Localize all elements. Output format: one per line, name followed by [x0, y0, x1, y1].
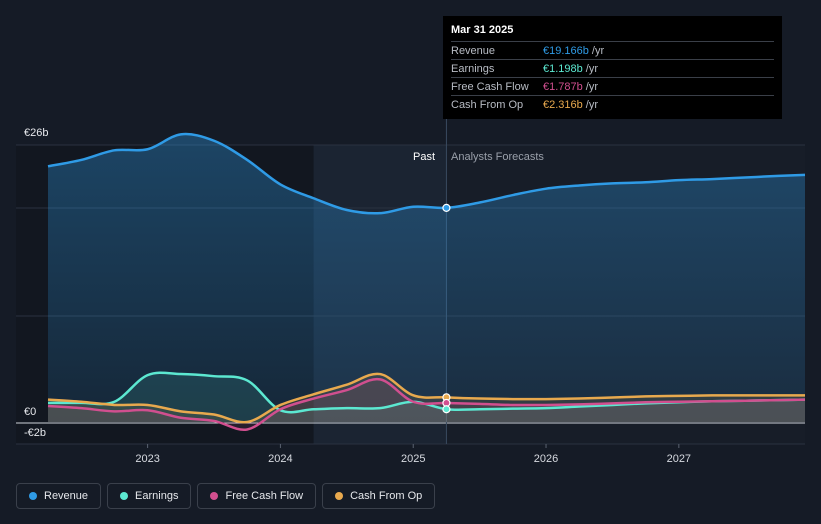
- free-cash-flow-line: [47, 377, 806, 431]
- cash-from-op-line: [47, 372, 805, 424]
- tooltip: Mar 31 2025 Revenue €19.166b /yr Earning…: [443, 16, 782, 119]
- tooltip-unit: /yr: [585, 98, 598, 111]
- tooltip-row-earnings: Earnings €1.198b /yr: [451, 59, 774, 77]
- legend-item-revenue[interactable]: Revenue: [16, 483, 102, 509]
- legend-dot-icon: [210, 492, 219, 500]
- tooltip-label: Revenue: [451, 44, 496, 57]
- tooltip-unit: /yr: [585, 80, 598, 93]
- x-tick-label: 2027: [667, 453, 691, 465]
- legend-dot-icon: [120, 492, 129, 500]
- revenue-area: [48, 134, 805, 423]
- legend-label: Earnings: [135, 490, 179, 502]
- tooltip-label: Earnings: [451, 62, 495, 75]
- forecast-label: Analysts Forecasts: [451, 151, 544, 163]
- tooltip-value: €19.166b: [543, 44, 589, 57]
- tooltip-label: Cash From Op: [451, 98, 524, 111]
- tooltip-unit: /yr: [585, 62, 598, 75]
- x-tick-label: 2023: [135, 453, 159, 465]
- tooltip-row-cash-from-op: Cash From Op €2.316b /yr: [451, 95, 774, 113]
- tooltip-label: Free Cash Flow: [451, 80, 529, 93]
- legend-label: Cash From Op: [350, 490, 423, 502]
- tooltip-date: Mar 31 2025: [451, 24, 514, 36]
- highlight-points: [442, 203, 451, 414]
- legend-item-free-cash-flow[interactable]: Free Cash Flow: [197, 483, 317, 509]
- earnings-highlight-point: [442, 405, 451, 414]
- tooltip-unit: /yr: [591, 44, 605, 57]
- legend-label: Revenue: [44, 490, 89, 502]
- y-axis-top-label: €26b: [24, 127, 48, 139]
- series-lines: [47, 132, 806, 431]
- series-areas: [48, 134, 805, 430]
- y-axis-zero-label: €0: [24, 406, 36, 418]
- x-tick-label: 2026: [534, 453, 558, 465]
- legend-item-cash-from-op[interactable]: Cash From Op: [322, 483, 436, 509]
- tooltip-value: €1.198b: [543, 62, 583, 75]
- tooltip-row-free-cash-flow: Free Cash Flow €1.787b /yr: [451, 77, 774, 95]
- x-axis-ticks: 2023 2024 2025 2026 2027: [135, 444, 691, 465]
- tooltip-value: €1.787b: [543, 80, 583, 93]
- tooltip-value: €2.316b: [543, 98, 583, 111]
- revenue-highlight-point: [442, 203, 451, 212]
- earnings-area: [48, 372, 805, 422]
- x-tick-label: 2024: [268, 453, 292, 465]
- past-label: Past: [413, 151, 435, 163]
- axis-text: €26b €0 -€2b Past Analysts Forecasts: [24, 127, 544, 439]
- legend-dot-icon: [29, 492, 37, 500]
- legend-dot-icon: [335, 492, 344, 500]
- legend-item-earnings[interactable]: Earnings: [107, 483, 192, 509]
- revenue-line: [47, 132, 806, 215]
- x-tick-label: 2025: [401, 453, 425, 465]
- tooltip-row-revenue: Revenue €19.166b /yr: [451, 41, 774, 59]
- legend-label: Free Cash Flow: [225, 490, 304, 502]
- legend: Revenue Earnings Free Cash Flow Cash Fro…: [16, 483, 436, 509]
- y-axis-bottom-label: -€2b: [24, 427, 46, 439]
